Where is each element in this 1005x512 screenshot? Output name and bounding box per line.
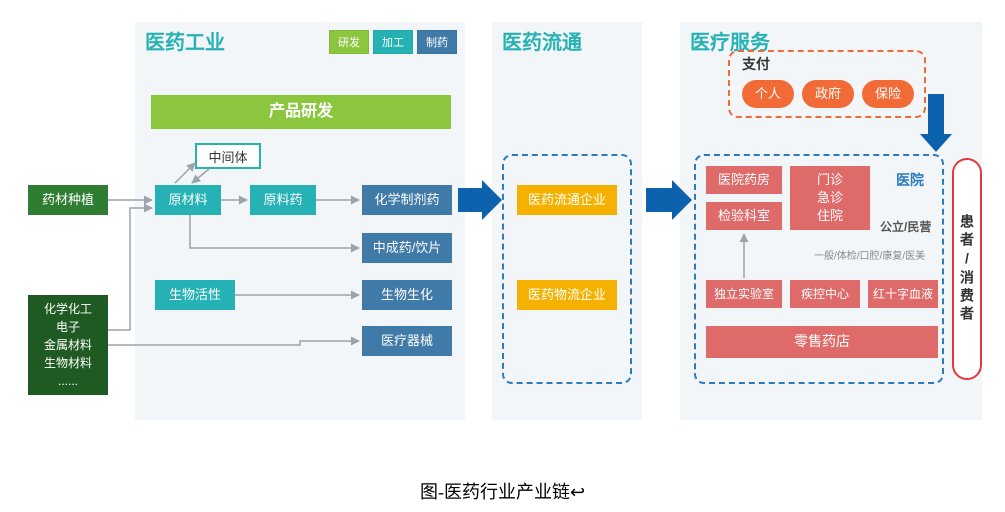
- lab-dept-box: 检验科室: [706, 202, 782, 230]
- indep-lab-box: 独立实验室: [706, 280, 782, 308]
- hospital-pharmacy-box: 医院药房: [706, 166, 782, 194]
- patient-box: 患者/消费者: [952, 158, 982, 380]
- payer-insurance: 保险: [862, 80, 914, 108]
- hospital-note: 一般/体检/口腔/康复/医美: [814, 247, 925, 262]
- chem-pharma-box: 化学制剂药: [362, 185, 452, 215]
- hospital-type: 公立/民营: [880, 218, 931, 235]
- clinic-stack-box: 门诊 急诊 住院: [790, 166, 870, 230]
- intermediate-box: 中间体: [195, 143, 261, 169]
- section-industry-title: 医药工业: [145, 26, 225, 55]
- payment-label: 支付: [742, 54, 770, 74]
- bio-active-box: 生物活性: [155, 280, 235, 310]
- retail-box: 零售药店: [706, 326, 938, 358]
- legend-pharma: 制药: [417, 30, 457, 54]
- section-distribution-title: 医药流通: [502, 26, 582, 55]
- redcross-box: 红十字血液: [868, 280, 938, 308]
- med-device-box: 医疗器械: [362, 326, 452, 356]
- tcm-box: 中成药/饮片: [362, 233, 452, 263]
- diagram-canvas: 医药工业 研发 加工 制药 医药流通 医疗服务 产品研发 中间体 原材料 原料药…: [0, 0, 1005, 460]
- legend-rd: 研发: [329, 30, 369, 54]
- logistics-enterprise-box: 医药物流企业: [517, 280, 617, 310]
- bio-chem-box: 生物生化: [362, 280, 452, 310]
- patient-label: 患者/消费者: [957, 214, 977, 324]
- cdc-box: 疾控中心: [790, 280, 860, 308]
- other-materials-box: 化学化工 电子 金属材料 生物材料 ......: [28, 295, 108, 395]
- distribution-enterprise-box: 医药流通企业: [517, 185, 617, 215]
- payer-gov: 政府: [802, 80, 854, 108]
- rd-banner: 产品研发: [151, 95, 451, 129]
- api-box: 原料药: [250, 185, 316, 215]
- raw-material-box: 原材料: [155, 185, 221, 215]
- hospital-label: 医院: [896, 170, 924, 190]
- payer-personal: 个人: [742, 80, 794, 108]
- legend: 研发 加工 制药: [329, 30, 457, 54]
- cultivation-box: 药材种植: [28, 185, 108, 215]
- section-industry: 医药工业 研发 加工 制药: [135, 22, 465, 420]
- figure-caption: 图-医药行业产业链↩: [0, 478, 1005, 504]
- legend-process: 加工: [373, 30, 413, 54]
